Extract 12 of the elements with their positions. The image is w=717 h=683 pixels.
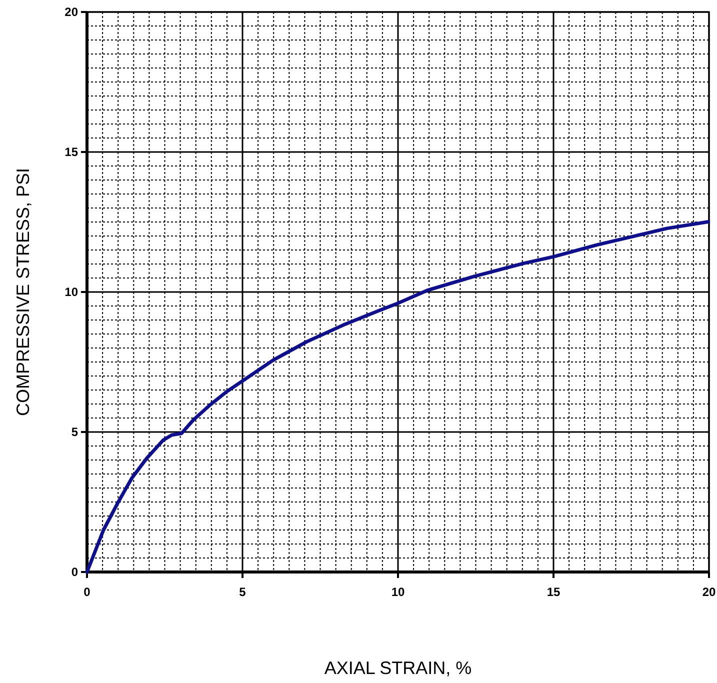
x-tick-label: 15	[546, 585, 560, 599]
x-tick-label: 20	[702, 585, 716, 599]
y-axis-title: COMPRESSIVE STRESS, PSI	[13, 168, 33, 416]
x-tick-label: 5	[239, 585, 246, 599]
x-tick-label: 0	[84, 585, 91, 599]
y-tick-label: 15	[64, 145, 78, 159]
y-tick-label: 0	[71, 565, 78, 579]
x-axis-title: AXIAL STRAIN, %	[324, 658, 472, 678]
x-tick-label: 10	[391, 585, 405, 599]
y-tick-label: 20	[64, 5, 78, 19]
y-tick-label: 10	[64, 285, 78, 299]
y-tick-label: 5	[71, 425, 78, 439]
